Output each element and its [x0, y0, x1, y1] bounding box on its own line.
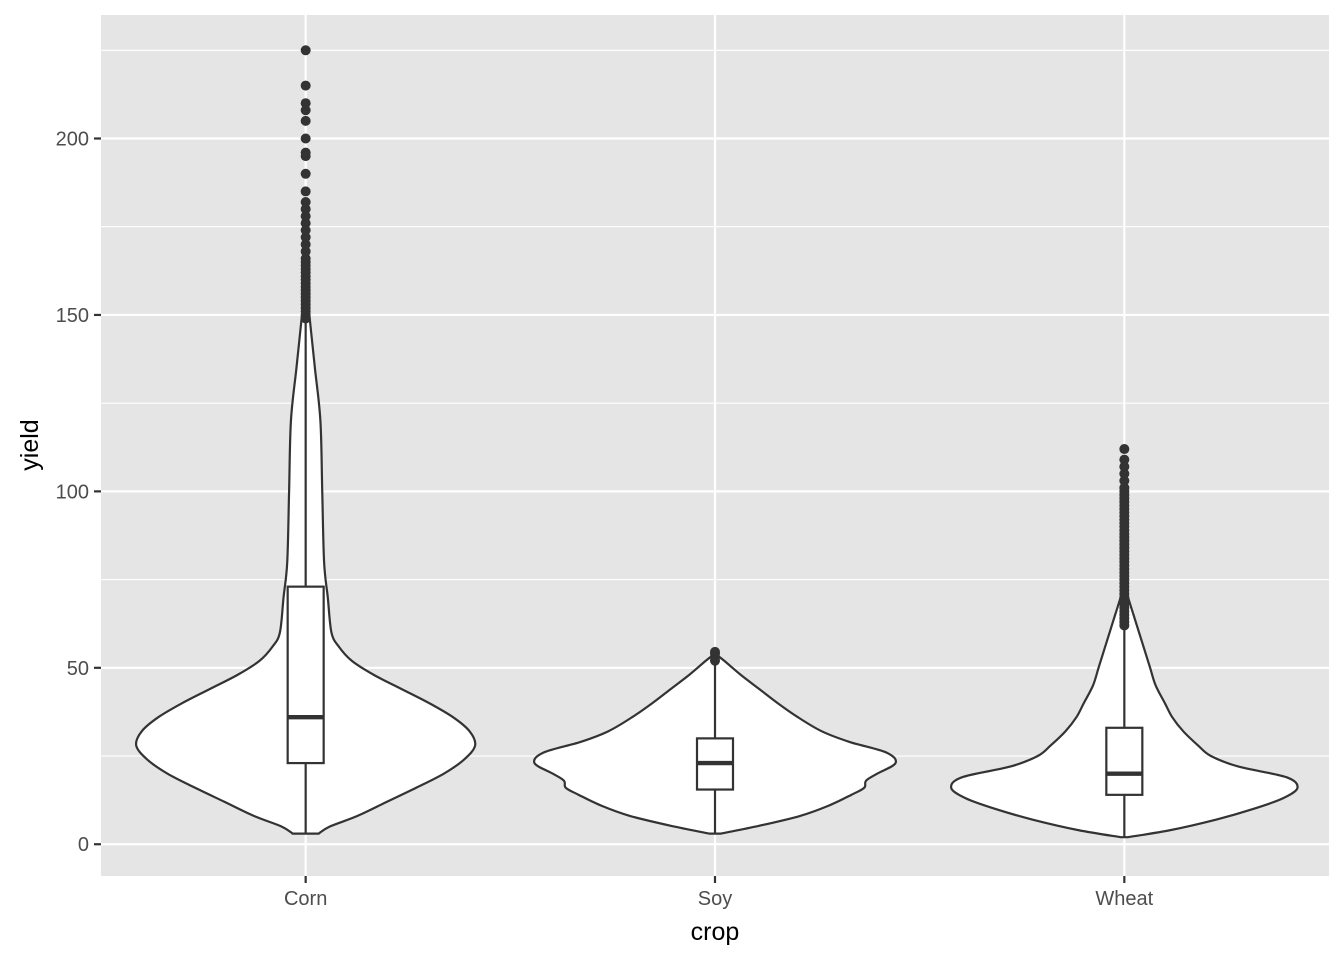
outlier-point — [300, 115, 311, 126]
x-tick-label: Wheat — [1095, 888, 1153, 910]
outlier-point — [1119, 475, 1130, 486]
outlier-point — [1119, 461, 1130, 472]
boxplots — [286, 321, 1144, 838]
outlier-point — [300, 168, 311, 179]
outlier-point — [300, 147, 311, 158]
outlier-point — [300, 232, 311, 243]
outlier-point — [300, 186, 311, 197]
outlier-point — [1119, 444, 1130, 455]
outliers — [300, 45, 1130, 666]
outlier-point — [300, 211, 311, 222]
outlier-point — [300, 197, 311, 208]
outlier-point — [300, 98, 311, 109]
y-tick-label: 50 — [67, 658, 89, 680]
y-tick-label: 0 — [78, 834, 89, 856]
outlier-point — [300, 253, 311, 264]
x-axis: Corn Soy Wheat — [284, 876, 1154, 910]
outlier-point — [300, 218, 311, 229]
outlier-point — [300, 80, 311, 91]
outlier-point — [300, 133, 311, 144]
outlier-point — [300, 204, 311, 215]
y-axis-title: yield — [16, 419, 44, 470]
box-wheat — [1105, 726, 1144, 796]
x-axis-title: crop — [691, 918, 740, 946]
box-corn — [286, 585, 325, 765]
y-tick-label: 200 — [56, 129, 89, 151]
outlier-point — [300, 105, 311, 116]
outlier-point — [300, 45, 311, 56]
outlier-point — [300, 246, 311, 257]
y-tick-label: 150 — [56, 305, 89, 327]
outlier-point — [300, 225, 311, 236]
outlier-point — [1119, 454, 1130, 465]
outlier-point — [710, 646, 720, 657]
outlier-point — [1119, 482, 1130, 493]
y-axis: 0 50 100 150 200 — [56, 129, 101, 856]
y-tick-label: 100 — [56, 481, 89, 503]
x-tick-label: Corn — [284, 888, 327, 910]
x-tick-label: Soy — [698, 888, 732, 910]
outlier-point — [300, 239, 311, 250]
outlier-point — [1119, 468, 1130, 479]
